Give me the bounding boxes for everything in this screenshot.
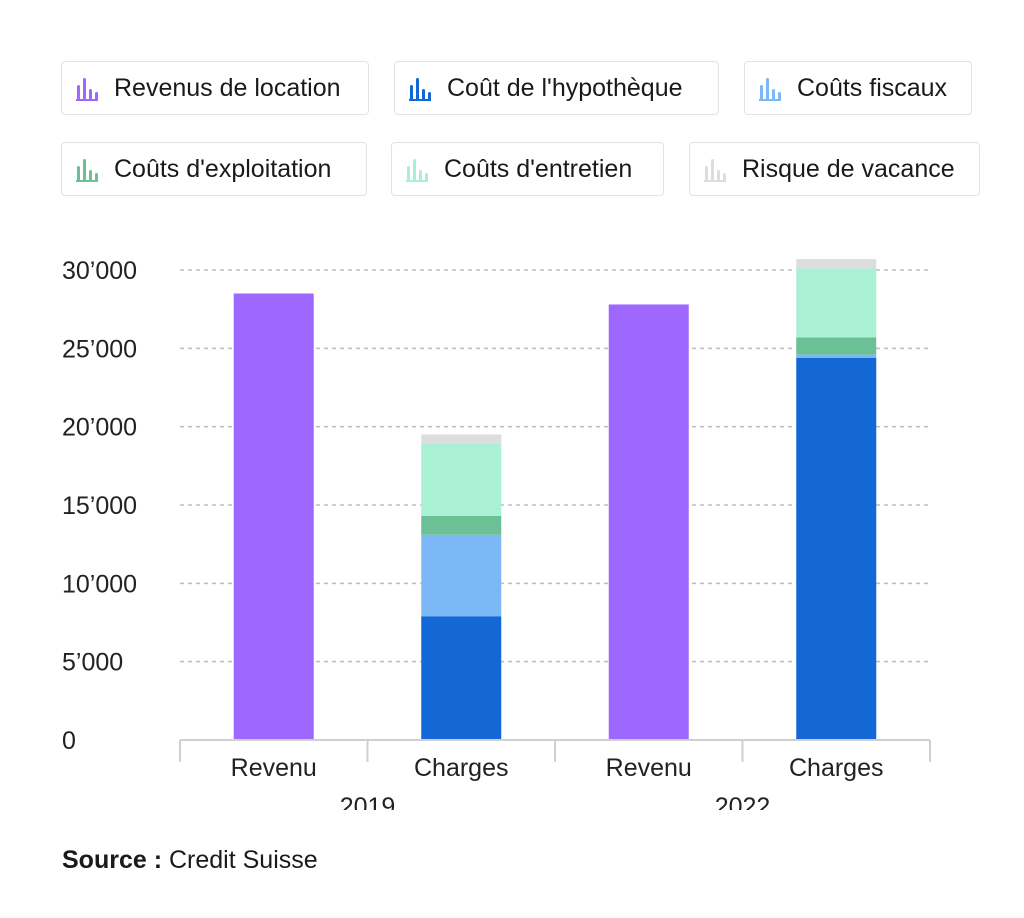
icon-bar xyxy=(772,89,775,101)
bar-chart-icon xyxy=(704,159,726,182)
icon-baseline xyxy=(409,99,431,101)
icon-bar xyxy=(717,170,720,182)
x-group-label: 2022 xyxy=(715,793,771,810)
icon-bar xyxy=(705,166,708,182)
legend-item-operating-costs[interactable]: Coûts d'exploitation xyxy=(61,142,367,196)
bar-segment[interactable] xyxy=(421,616,502,740)
chart-legend: Revenus de location Coût de l'hypothèque… xyxy=(0,0,1024,210)
legend-label: Risque de vacance xyxy=(742,154,955,183)
icon-bar xyxy=(416,78,419,101)
icon-baseline xyxy=(76,180,98,182)
x-category-label: Charges xyxy=(789,754,884,782)
icon-bar xyxy=(428,92,431,101)
bar-chart-icon xyxy=(76,78,98,101)
bar-segment[interactable] xyxy=(796,337,877,355)
bar-segment[interactable] xyxy=(421,534,502,617)
icon-bar xyxy=(425,173,428,182)
icon-bar xyxy=(95,173,98,182)
y-tick-label: 5’000 xyxy=(62,649,123,677)
x-group-label: 2019 xyxy=(340,793,396,810)
source-text: Credit Suisse xyxy=(168,846,318,874)
bar-segment[interactable] xyxy=(796,357,877,740)
legend-item-rental-income[interactable]: Revenus de location xyxy=(61,61,369,115)
icon-baseline xyxy=(704,180,726,182)
y-tick-label: 0 xyxy=(62,727,76,755)
icon-bar xyxy=(77,166,80,182)
icon-bar xyxy=(77,85,80,101)
icon-baseline xyxy=(76,99,98,101)
bar-chart-icon xyxy=(759,78,781,101)
x-category-label: Charges xyxy=(414,754,509,782)
bar-segment[interactable] xyxy=(421,434,502,444)
legend-label: Coûts fiscaux xyxy=(797,73,948,102)
y-tick-label: 30’000 xyxy=(62,257,137,285)
bar-segment[interactable] xyxy=(796,259,877,269)
bar-chart-icon xyxy=(409,78,431,101)
icon-bar xyxy=(419,170,422,182)
legend-label: Coût de l'hypothèque xyxy=(447,73,683,102)
source-prefix: Source : xyxy=(62,846,163,874)
icon-bar xyxy=(760,85,763,101)
icon-bar xyxy=(766,78,769,101)
bar-segment[interactable] xyxy=(421,443,502,516)
y-tick-label: 20’000 xyxy=(62,414,137,442)
icon-baseline xyxy=(406,180,428,182)
bar-segment[interactable] xyxy=(608,304,689,740)
icon-bar xyxy=(778,92,781,101)
x-category-label: Revenu xyxy=(606,754,692,782)
bar-chart-icon xyxy=(76,159,98,182)
icon-bar xyxy=(83,78,86,101)
source-note: Source : Credit Suisse xyxy=(62,846,318,875)
bar-segment[interactable] xyxy=(421,515,502,535)
bar-segment[interactable] xyxy=(796,268,877,338)
icon-bar xyxy=(407,166,410,182)
icon-bar xyxy=(413,159,416,182)
bar-segment[interactable] xyxy=(796,354,877,358)
legend-label: Coûts d'entretien xyxy=(444,154,633,183)
icon-bar xyxy=(723,173,726,182)
y-tick-label: 25’000 xyxy=(62,335,137,363)
legend-item-vacancy-risk[interactable]: Risque de vacance xyxy=(689,142,980,196)
bar-segment[interactable] xyxy=(233,293,314,741)
legend-item-maintenance-costs[interactable]: Coûts d'entretien xyxy=(391,142,664,196)
icon-bar xyxy=(83,159,86,182)
icon-bar xyxy=(89,89,92,101)
legend-label: Coûts d'exploitation xyxy=(114,154,332,183)
y-tick-label: 15’000 xyxy=(62,492,137,520)
icon-bar xyxy=(422,89,425,101)
legend-item-mortgage-cost[interactable]: Coût de l'hypothèque xyxy=(394,61,719,115)
legend-label: Revenus de location xyxy=(114,73,341,102)
legend-item-tax-costs[interactable]: Coûts fiscaux xyxy=(744,61,972,115)
icon-bar xyxy=(711,159,714,182)
stacked-bar-chart: 0 5’000 10’000 15’000 20’000 25’000 30’000 Reve… xyxy=(62,257,931,810)
icon-bar xyxy=(89,170,92,182)
y-tick-label: 10’000 xyxy=(62,570,137,598)
icon-bar xyxy=(95,92,98,101)
bar-chart-icon xyxy=(406,159,428,182)
icon-bar xyxy=(410,85,413,101)
x-category-label: Revenu xyxy=(231,754,317,782)
icon-baseline xyxy=(759,99,781,101)
